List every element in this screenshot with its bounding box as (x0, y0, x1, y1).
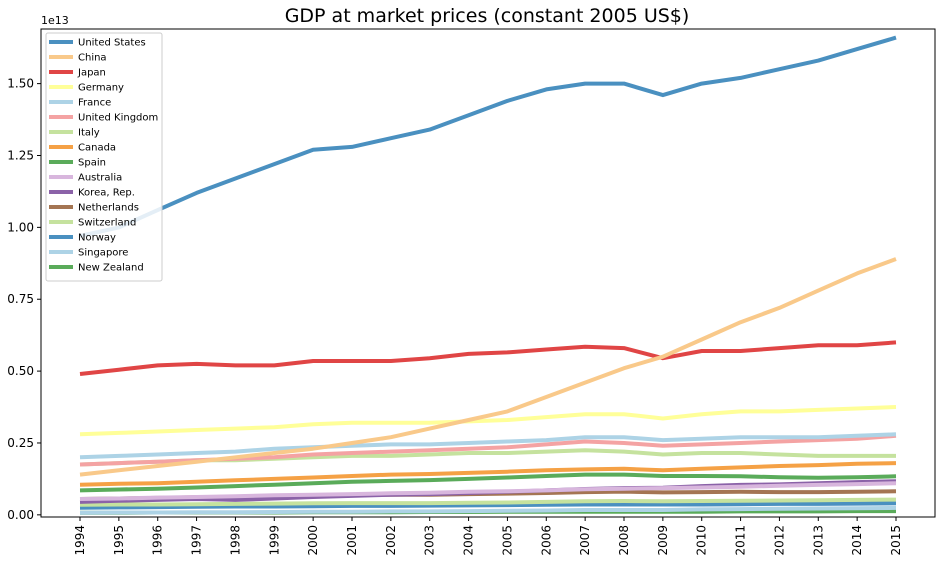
series-line-australia (79, 481, 897, 501)
legend-label: Italy (78, 128, 100, 139)
x-tick-label: 1996 (151, 525, 165, 556)
x-tick-label: 2002 (384, 525, 398, 556)
series-line-france (79, 432, 897, 460)
y-tick-label: 0.50 (7, 364, 34, 378)
series-line-germany (79, 405, 897, 437)
x-tick-label: 2006 (539, 525, 553, 556)
series-line-china (79, 257, 897, 477)
legend-label: Germany (78, 83, 124, 94)
x-axis: 1994 1995 1996 1997 1998 1999 2000 2001 2002 2003… (73, 517, 903, 556)
x-tick-label: 2001 (345, 525, 359, 556)
y-tick-label: 0.25 (7, 436, 34, 450)
y-tick-label: 1.25 (7, 148, 34, 162)
y-tick-label: 0.75 (7, 292, 34, 306)
series-line-singapore (79, 505, 897, 515)
legend-label: Japan (77, 68, 106, 79)
legend-label: Switzerland (78, 218, 136, 229)
legend-label: United Kingdom (78, 113, 158, 124)
y-axis: 0.00 0.25 0.50 0.75 1.00 1.25 1.50 (7, 77, 41, 522)
legend-label: New Zealand (78, 263, 144, 274)
y-tick-label: 1.00 (7, 220, 34, 234)
x-tick-label: 1997 (190, 525, 204, 556)
series-line-switzerland (79, 497, 897, 507)
x-tick-label: 2007 (578, 525, 592, 556)
x-tick-label: 1994 (73, 525, 87, 556)
y-tick-label: 0.00 (7, 508, 34, 522)
x-tick-label: 1998 (228, 525, 242, 556)
x-tick-label: 1999 (267, 525, 281, 556)
legend-label: Netherlands (78, 203, 139, 214)
chart-title: GDP at market prices (constant 2005 US$) (285, 5, 690, 27)
legend: United States China Japan Germany France Unit… (45, 32, 163, 282)
legend-label: Spain (78, 158, 106, 169)
series-line-norway (79, 501, 897, 510)
x-tick-label: 2012 (772, 525, 786, 556)
x-tick-label: 2004 (462, 525, 476, 556)
x-tick-label: 2011 (734, 525, 748, 556)
legend-label: United States (78, 38, 146, 49)
plot-area-frame (40, 28, 936, 518)
legend-label: Australia (78, 173, 122, 184)
series-line-canada (79, 461, 897, 487)
y-axis-offset-label: 1e13 (41, 14, 69, 27)
legend-label: Korea, Rep. (78, 188, 135, 199)
x-tick-label: 2009 (656, 525, 670, 556)
series-line-spain (79, 472, 897, 493)
legend-label: China (78, 53, 107, 64)
series-line-japan (79, 340, 897, 376)
legend-label: Canada (78, 143, 116, 154)
x-tick-label: 2008 (617, 525, 631, 556)
legend-label: France (78, 98, 111, 109)
x-tick-label: 1995 (112, 525, 126, 556)
x-tick-label: 2010 (695, 525, 709, 556)
y-tick-label: 1.50 (7, 77, 34, 91)
x-tick-label: 2005 (500, 525, 514, 556)
series-line-united-states (79, 35, 897, 238)
x-tick-label: 2014 (850, 525, 864, 556)
x-tick-label: 2015 (889, 525, 903, 556)
x-tick-label: 2003 (423, 525, 437, 556)
x-tick-label: 2000 (306, 525, 320, 556)
legend-label: Norway (78, 233, 116, 244)
legend-box (45, 32, 163, 282)
legend-label: Singapore (78, 248, 128, 259)
series-lines (79, 35, 897, 515)
x-tick-label: 2013 (811, 525, 825, 556)
